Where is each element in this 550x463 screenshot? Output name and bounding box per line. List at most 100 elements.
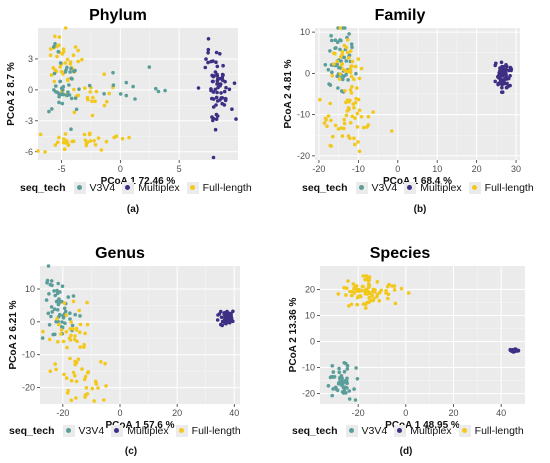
data-point <box>104 384 108 388</box>
data-point <box>38 132 43 137</box>
data-point <box>216 85 220 90</box>
data-point <box>332 62 336 66</box>
data-point <box>66 295 71 299</box>
data-point <box>349 49 353 53</box>
data-point <box>78 330 82 334</box>
data-point <box>352 136 356 140</box>
data-point <box>62 147 67 151</box>
data-point <box>500 64 504 69</box>
data-point <box>78 314 82 318</box>
data-point <box>363 291 368 296</box>
data-point <box>69 96 74 101</box>
data-point <box>74 326 79 331</box>
y-tick-label: -10 <box>22 350 35 360</box>
data-point <box>71 299 76 304</box>
phylum-legend: seq_tech V3V4 Multiplex Full-length <box>20 182 259 194</box>
x-axis-label: PCoA 1 48.95 % <box>385 420 460 431</box>
data-point <box>337 370 342 375</box>
multiplex-key-dot <box>125 185 131 190</box>
data-point <box>355 111 360 116</box>
data-point <box>322 121 327 125</box>
data-point <box>60 320 64 324</box>
data-point <box>204 57 208 61</box>
full-length-key-dot <box>178 428 184 433</box>
legend-title: seq_tech <box>9 425 55 437</box>
data-point <box>69 378 74 383</box>
data-point <box>102 398 106 402</box>
data-point <box>337 366 341 371</box>
data-point <box>73 359 77 364</box>
data-point <box>355 86 359 90</box>
data-point <box>127 135 131 140</box>
data-point <box>349 302 354 307</box>
data-point <box>56 340 60 344</box>
data-point <box>336 86 340 90</box>
data-point <box>52 45 56 49</box>
data-point <box>163 88 167 93</box>
data-point <box>340 62 345 66</box>
data-point <box>347 397 352 401</box>
data-point <box>215 114 220 118</box>
data-point <box>326 384 331 388</box>
data-point <box>329 144 333 148</box>
data-point <box>342 369 347 374</box>
data-point <box>68 70 72 74</box>
data-point <box>93 99 97 104</box>
plot-area <box>320 266 525 404</box>
data-point <box>342 121 347 126</box>
data-point <box>357 149 362 154</box>
data-point <box>83 138 88 143</box>
data-point <box>337 381 341 385</box>
data-point <box>346 78 350 82</box>
data-point <box>51 66 56 70</box>
y-tick-label: 10 <box>25 284 35 294</box>
data-point <box>86 97 90 102</box>
y-axis-label: PCoA 2 6.21 % <box>8 300 19 369</box>
data-point <box>58 79 63 84</box>
x-tick-label: -20 <box>312 164 325 174</box>
data-point <box>345 367 350 371</box>
data-point <box>350 45 354 50</box>
data-point <box>67 83 71 87</box>
data-point <box>356 140 360 144</box>
data-point <box>92 139 96 143</box>
data-point <box>221 73 225 77</box>
data-point <box>330 364 335 368</box>
data-point <box>359 66 364 71</box>
data-point <box>74 379 79 384</box>
data-point <box>84 141 89 146</box>
data-point <box>56 319 60 324</box>
data-point <box>331 375 336 379</box>
data-point <box>90 386 95 391</box>
data-point <box>232 81 237 85</box>
y-tick-label: 3 <box>28 54 33 64</box>
data-point <box>356 57 361 61</box>
data-point <box>330 73 334 78</box>
data-point <box>219 315 224 320</box>
data-point <box>196 86 201 90</box>
data-point <box>344 391 348 395</box>
genus-legend: seq_tech V3V4 Multiplex Full-length <box>9 425 248 437</box>
data-point <box>47 323 52 327</box>
data-point <box>85 322 90 327</box>
data-point <box>506 76 511 81</box>
data-point <box>222 103 227 107</box>
data-point <box>348 88 353 92</box>
data-point <box>58 290 62 294</box>
data-point <box>56 49 61 54</box>
data-point <box>375 292 380 297</box>
data-point <box>214 95 219 100</box>
data-point <box>50 107 54 111</box>
data-point <box>49 279 54 283</box>
data-point <box>501 72 506 77</box>
data-point <box>224 97 228 101</box>
data-point <box>331 134 335 139</box>
data-point <box>63 61 68 65</box>
data-point <box>73 362 77 367</box>
legend-item-v3v4: V3V4 <box>62 425 104 437</box>
data-point <box>350 84 354 89</box>
data-point <box>72 69 76 74</box>
panel-genus: Genus -20 0 20 40 -20 -10 0 10 PCoA 1 57.6 % PCoA … <box>0 231 275 462</box>
data-point <box>349 91 354 95</box>
data-point <box>61 47 66 51</box>
